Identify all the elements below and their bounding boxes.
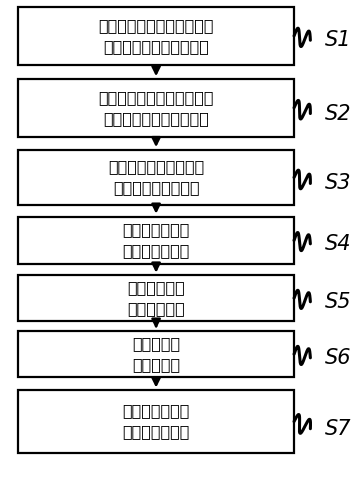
Text: S6: S6 xyxy=(325,348,351,368)
Text: 建立新车型
乘客舱模型: 建立新车型 乘客舱模型 xyxy=(132,336,180,372)
Text: S3: S3 xyxy=(325,173,351,194)
FancyBboxPatch shape xyxy=(18,275,294,321)
Text: 最后预测新车型
的整车采暖效果: 最后预测新车型 的整车采暖效果 xyxy=(122,403,190,440)
FancyBboxPatch shape xyxy=(18,7,294,65)
Text: 模拟新车型加热
器芯体出风温度: 模拟新车型加热 器芯体出风温度 xyxy=(122,222,190,259)
Text: 再针对所述参照车型的
乘客舱模型进行校核: 再针对所述参照车型的 乘客舱模型进行校核 xyxy=(108,160,204,195)
FancyBboxPatch shape xyxy=(18,150,294,205)
Text: S5: S5 xyxy=(325,292,351,312)
Text: S4: S4 xyxy=(325,234,351,254)
Text: 选取参照车型，并根据所述
参照车型建立乘客舱模型: 选取参照车型，并根据所述 参照车型建立乘客舱模型 xyxy=(98,18,214,54)
Text: 然后根据所述参照车型搭建
所述参照车型的采暖模型: 然后根据所述参照车型搭建 所述参照车型的采暖模型 xyxy=(98,90,214,126)
Text: S7: S7 xyxy=(325,419,351,439)
FancyBboxPatch shape xyxy=(18,390,294,453)
Text: S2: S2 xyxy=(325,103,351,124)
FancyBboxPatch shape xyxy=(18,331,294,377)
FancyBboxPatch shape xyxy=(18,217,294,264)
FancyBboxPatch shape xyxy=(18,79,294,137)
Text: S1: S1 xyxy=(325,30,351,50)
Text: 模拟参照车型
的风道热损失: 模拟参照车型 的风道热损失 xyxy=(127,280,185,316)
